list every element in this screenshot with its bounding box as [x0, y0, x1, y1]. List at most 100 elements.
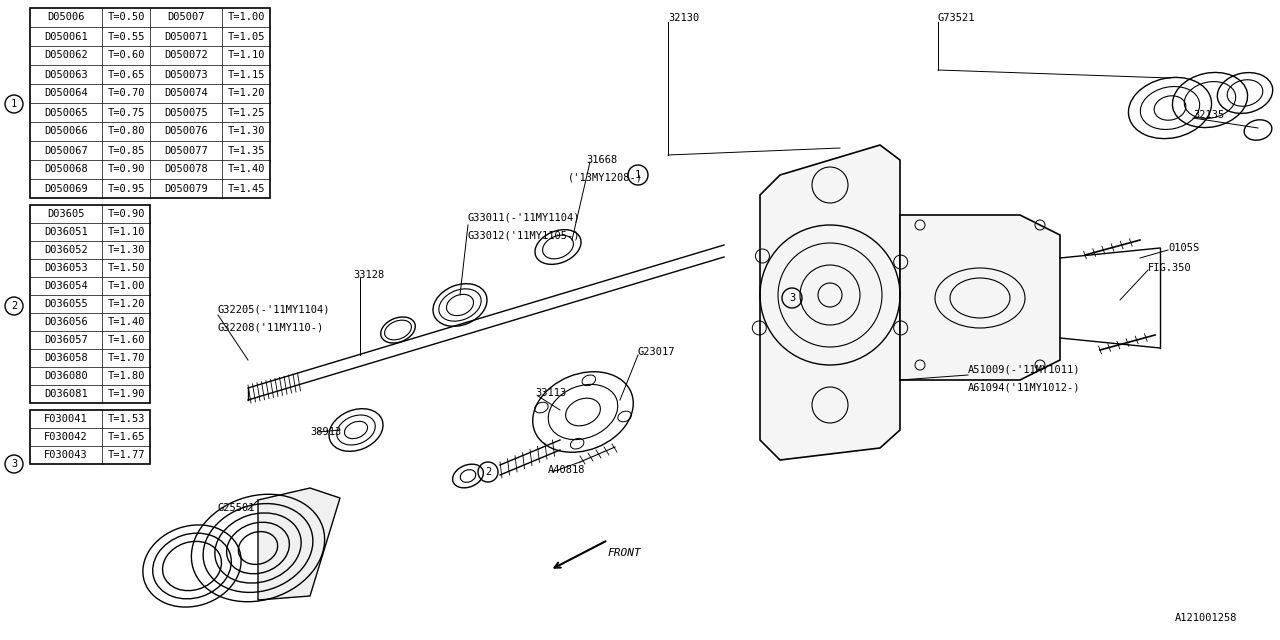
Text: T=1.15: T=1.15	[228, 70, 265, 79]
Text: G32205(-'11MY1104): G32205(-'11MY1104)	[218, 305, 330, 315]
Text: T=1.25: T=1.25	[228, 108, 265, 118]
Text: T=0.65: T=0.65	[108, 70, 145, 79]
Text: D036053: D036053	[44, 263, 88, 273]
Text: D050073: D050073	[164, 70, 207, 79]
Text: D050064: D050064	[44, 88, 88, 99]
Text: T=1.20: T=1.20	[228, 88, 265, 99]
Text: D050072: D050072	[164, 51, 207, 61]
Bar	[29, 205, 150, 403]
Text: 2: 2	[10, 301, 17, 311]
Text: 0105S: 0105S	[1169, 243, 1199, 253]
Text: G25501: G25501	[218, 503, 256, 513]
Text: T=1.05: T=1.05	[228, 31, 265, 42]
Text: D050061: D050061	[44, 31, 88, 42]
Text: 33113: 33113	[535, 388, 566, 398]
Bar	[29, 8, 270, 198]
Text: D050067: D050067	[44, 145, 88, 156]
Text: A51009(-'11MY1011): A51009(-'11MY1011)	[968, 365, 1080, 375]
Text: T=0.50: T=0.50	[108, 13, 145, 22]
Text: D05006: D05006	[47, 13, 84, 22]
Text: T=1.53: T=1.53	[108, 414, 145, 424]
Text: G33011(-'11MY1104): G33011(-'11MY1104)	[468, 213, 581, 223]
Text: T=0.85: T=0.85	[108, 145, 145, 156]
Text: T=1.77: T=1.77	[108, 450, 145, 460]
Text: F030041: F030041	[44, 414, 88, 424]
Text: D036055: D036055	[44, 299, 88, 309]
Text: T=1.90: T=1.90	[108, 389, 145, 399]
Text: 32135: 32135	[1193, 110, 1224, 120]
Text: D050068: D050068	[44, 164, 88, 175]
Polygon shape	[259, 488, 340, 600]
Text: D036080: D036080	[44, 371, 88, 381]
Text: T=1.45: T=1.45	[228, 184, 265, 193]
Polygon shape	[900, 215, 1060, 380]
Text: D050063: D050063	[44, 70, 88, 79]
Text: 32130: 32130	[668, 13, 699, 23]
Text: D050076: D050076	[164, 127, 207, 136]
Text: T=0.55: T=0.55	[108, 31, 145, 42]
Text: G73521: G73521	[938, 13, 975, 23]
Text: D036051: D036051	[44, 227, 88, 237]
Text: T=0.75: T=0.75	[108, 108, 145, 118]
Text: T=1.20: T=1.20	[108, 299, 145, 309]
Text: T=0.90: T=0.90	[108, 164, 145, 175]
Text: T=1.30: T=1.30	[228, 127, 265, 136]
Text: G23017: G23017	[637, 347, 676, 357]
Text: D050079: D050079	[164, 184, 207, 193]
Text: T=1.35: T=1.35	[228, 145, 265, 156]
Text: D050074: D050074	[164, 88, 207, 99]
Text: D036056: D036056	[44, 317, 88, 327]
Text: T=1.40: T=1.40	[108, 317, 145, 327]
Text: D036058: D036058	[44, 353, 88, 363]
Text: F030042: F030042	[44, 432, 88, 442]
Text: 1: 1	[10, 99, 17, 109]
Text: G32208('11MY110-): G32208('11MY110-)	[218, 323, 324, 333]
Text: D050071: D050071	[164, 31, 207, 42]
Text: 33128: 33128	[353, 270, 384, 280]
Text: T=1.60: T=1.60	[108, 335, 145, 345]
Text: 1: 1	[635, 170, 641, 180]
Text: T=1.70: T=1.70	[108, 353, 145, 363]
Text: D036052: D036052	[44, 245, 88, 255]
Text: D036081: D036081	[44, 389, 88, 399]
Text: D050075: D050075	[164, 108, 207, 118]
Text: T=1.00: T=1.00	[228, 13, 265, 22]
Text: A40818: A40818	[548, 465, 585, 475]
Text: F030043: F030043	[44, 450, 88, 460]
Text: 38913: 38913	[310, 427, 342, 437]
Polygon shape	[760, 145, 900, 460]
Text: FRONT: FRONT	[608, 548, 641, 558]
Text: D03605: D03605	[47, 209, 84, 219]
Text: T=0.80: T=0.80	[108, 127, 145, 136]
Text: 2: 2	[485, 467, 492, 477]
Bar	[29, 410, 150, 464]
Text: D050078: D050078	[164, 164, 207, 175]
Text: T=1.30: T=1.30	[108, 245, 145, 255]
Text: D05007: D05007	[168, 13, 205, 22]
Text: T=1.80: T=1.80	[108, 371, 145, 381]
Text: T=1.50: T=1.50	[108, 263, 145, 273]
Text: T=0.90: T=0.90	[108, 209, 145, 219]
Text: D036057: D036057	[44, 335, 88, 345]
Text: 3: 3	[10, 459, 17, 469]
Text: FIG.350: FIG.350	[1148, 263, 1192, 273]
Text: T=1.00: T=1.00	[108, 281, 145, 291]
Text: D050066: D050066	[44, 127, 88, 136]
Text: T=1.10: T=1.10	[108, 227, 145, 237]
Text: 3: 3	[788, 293, 795, 303]
Text: T=1.10: T=1.10	[228, 51, 265, 61]
Text: T=1.40: T=1.40	[228, 164, 265, 175]
Text: D050065: D050065	[44, 108, 88, 118]
Text: T=0.60: T=0.60	[108, 51, 145, 61]
Text: T=0.95: T=0.95	[108, 184, 145, 193]
Text: D050062: D050062	[44, 51, 88, 61]
Text: ('13MY1208-): ('13MY1208-)	[568, 173, 643, 183]
Text: A121001258: A121001258	[1175, 613, 1238, 623]
Text: A61094('11MY1012-): A61094('11MY1012-)	[968, 383, 1080, 393]
Text: D050077: D050077	[164, 145, 207, 156]
Text: D036054: D036054	[44, 281, 88, 291]
Text: G33012('11MY1105-): G33012('11MY1105-)	[468, 231, 581, 241]
Text: 31668: 31668	[586, 155, 617, 165]
Text: D050069: D050069	[44, 184, 88, 193]
Text: T=0.70: T=0.70	[108, 88, 145, 99]
